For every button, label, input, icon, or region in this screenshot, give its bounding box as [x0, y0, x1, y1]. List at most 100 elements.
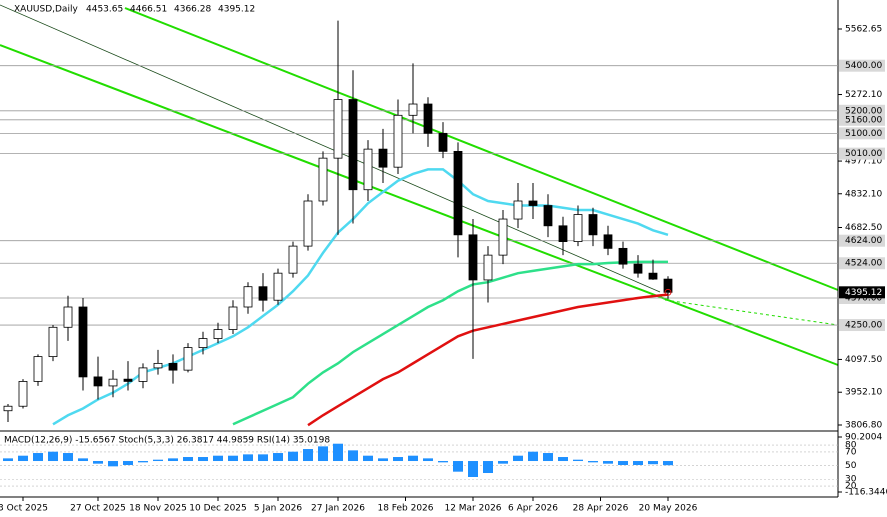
- current-price-box: [839, 286, 885, 299]
- x-tick-label: 10 Dec 2025: [189, 504, 247, 514]
- candle-body: [303, 200, 313, 247]
- current-price-marker: [664, 288, 672, 296]
- level-label: 4370.00: [845, 293, 882, 303]
- macd-bar: [438, 461, 448, 463]
- moving-average: [52, 168, 669, 426]
- macd-bar: [528, 451, 538, 462]
- moving-average: [307, 293, 669, 427]
- x-tick-label: 12 Mar 2026: [444, 504, 501, 514]
- channel-line: [124, 7, 839, 291]
- macd-bar: [498, 461, 508, 464]
- macd-bar: [3, 458, 13, 462]
- macd-bar: [423, 458, 433, 462]
- candle-body: [633, 263, 643, 274]
- macd-bar: [318, 446, 328, 462]
- level-label: 4250.00: [845, 321, 882, 331]
- macd-bar: [648, 461, 658, 465]
- candle-body: [558, 225, 568, 242]
- candle-body: [363, 148, 373, 191]
- macd-bar: [63, 453, 73, 462]
- trend-lines: [0, 4, 839, 366]
- candle-body: [663, 278, 673, 293]
- moving-average: [232, 260, 668, 426]
- candle-body: [243, 286, 253, 308]
- macd-bar: [183, 457, 193, 462]
- candle-body: [513, 200, 523, 220]
- macd-bar: [453, 461, 463, 472]
- macd-bar: [663, 461, 673, 466]
- osc-tick-label: 90.2004: [845, 432, 882, 442]
- level-label: 4524.00: [845, 259, 882, 269]
- ohlc-low: 4366.28: [174, 5, 211, 15]
- y-tick-label: 4977.10: [845, 157, 882, 167]
- candle-body: [453, 150, 463, 236]
- candle-body: [138, 367, 148, 382]
- candle-body: [93, 376, 103, 387]
- osc-level-label: 20: [845, 482, 857, 492]
- candle-body: [468, 234, 478, 281]
- macd-bar: [333, 443, 343, 462]
- candle-body: [423, 103, 433, 134]
- macd-bar: [573, 459, 583, 462]
- candle-body: [183, 347, 193, 371]
- candle-body: [483, 254, 493, 281]
- macd-bar: [303, 449, 313, 462]
- macd-bar: [558, 457, 568, 462]
- candle-body: [588, 214, 598, 236]
- x-tick-label: 3 Oct 2025: [0, 504, 48, 514]
- level-label: 5010.00: [845, 149, 882, 159]
- macd-bar: [483, 461, 493, 474]
- macd-bar: [588, 461, 598, 463]
- macd-bar: [243, 454, 253, 462]
- channel-line: [0, 44, 839, 366]
- candle-body: [48, 326, 58, 358]
- candle-body: [573, 214, 583, 242]
- macd-bar: [618, 461, 628, 466]
- candle-body: [153, 362, 163, 369]
- osc-tick-label: -116.3446: [845, 488, 887, 498]
- level-label: 5200.00: [845, 106, 882, 116]
- macd-bar: [603, 461, 613, 464]
- candle-body: [603, 234, 613, 249]
- y-tick-label: 5272.10: [845, 90, 882, 100]
- macd-bar: [138, 461, 148, 463]
- level-label: 5400.00: [845, 61, 882, 71]
- macd-bar: [33, 453, 43, 462]
- osc-level-label: 30: [845, 475, 857, 485]
- macd-bar: [258, 454, 268, 462]
- x-tick-label: 18 Feb 2026: [377, 504, 433, 514]
- level-label-box: [839, 127, 885, 140]
- macd-bar: [543, 453, 553, 462]
- level-label-box: [839, 147, 885, 160]
- y-tick-label: 5562.65: [845, 25, 882, 35]
- candle-body: [648, 272, 658, 280]
- macd-bar: [153, 459, 163, 462]
- macd-bar: [348, 450, 358, 462]
- level-label-box: [839, 257, 885, 270]
- macd-bar: [513, 455, 523, 462]
- ohlc-close: 4395.12: [218, 5, 255, 15]
- level-label-box: [839, 104, 885, 117]
- candle-body: [78, 306, 88, 378]
- candle-body: [123, 378, 133, 382]
- candle-body: [378, 148, 388, 168]
- candle-body: [348, 99, 358, 191]
- macd-bar: [78, 458, 88, 462]
- x-tick-label: 27 Jan 2026: [311, 504, 365, 514]
- macd-bar: [468, 461, 478, 477]
- chart-title: XAUUSD,Daily: [14, 5, 78, 15]
- level-label-box: [839, 319, 885, 332]
- level-label: 5160.00: [845, 115, 882, 125]
- macd-bar: [378, 458, 388, 462]
- y-tick-label: 4097.50: [845, 355, 882, 365]
- macd-bar: [363, 455, 373, 462]
- macd-bar: [198, 457, 208, 462]
- candle-body: [3, 405, 13, 412]
- macd-bar: [108, 461, 118, 467]
- oscillator-label: MACD(12,26,9) -15.6567 Stoch(5,3,3) 26.3…: [4, 436, 330, 446]
- candle-body: [198, 338, 208, 348]
- macd-bar: [123, 461, 133, 466]
- candle-body: [33, 356, 43, 382]
- macd-bar: [408, 455, 418, 462]
- candle-body: [258, 286, 268, 301]
